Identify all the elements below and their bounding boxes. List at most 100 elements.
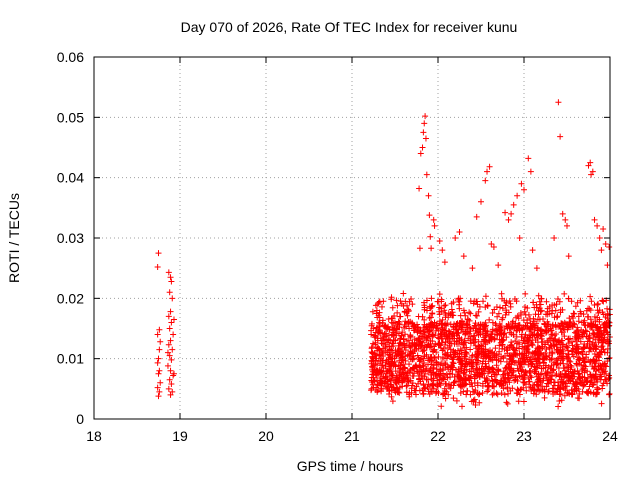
data-point: [389, 304, 396, 311]
data-point: [471, 322, 478, 329]
data-point: [386, 343, 393, 350]
data-point: [460, 370, 467, 377]
data-point: [565, 368, 572, 375]
x-tick-label: 24: [602, 428, 618, 444]
data-point: [496, 348, 503, 355]
data-point: [457, 363, 464, 370]
data-point: [504, 385, 511, 392]
data-point: [154, 331, 161, 338]
data-point: [509, 319, 516, 326]
data-point: [563, 343, 570, 350]
data-point: [480, 298, 487, 305]
data-point: [379, 369, 386, 376]
data-point: [427, 357, 434, 364]
data-point: [532, 311, 539, 318]
data-point: [495, 357, 502, 364]
data-point: [411, 370, 418, 377]
data-point: [486, 316, 493, 323]
data-point: [491, 335, 498, 342]
data-point: [380, 345, 387, 352]
data-point: [464, 388, 471, 395]
data-point: [478, 198, 484, 205]
data-point: [417, 369, 424, 376]
data-point: [389, 372, 396, 379]
data-point: [501, 330, 508, 337]
data-point: [373, 325, 380, 332]
data-point: [422, 135, 429, 142]
data-point: [170, 316, 177, 323]
data-point: [564, 222, 570, 229]
data-point: [534, 327, 541, 334]
data-point: [535, 360, 542, 367]
data-point: [430, 364, 437, 371]
data-point: [375, 319, 382, 326]
data-point: [373, 307, 380, 314]
data-point: [380, 334, 387, 341]
data-point: [434, 381, 441, 388]
data-point: [436, 376, 443, 383]
data-point: [442, 380, 449, 387]
data-point: [443, 352, 450, 359]
data-point: [425, 341, 432, 348]
data-point: [525, 375, 532, 382]
data-point: [549, 350, 556, 357]
data-point: [529, 247, 536, 254]
data-point: [570, 353, 577, 360]
data-point: [524, 356, 531, 363]
data-point: [510, 331, 517, 338]
data-point: [165, 341, 172, 348]
data-point: [549, 385, 556, 392]
data-point: [421, 342, 428, 349]
data-point: [441, 387, 448, 394]
data-point: [393, 351, 400, 358]
data-point: [586, 348, 593, 355]
data-point: [585, 162, 592, 169]
data-point: [566, 390, 573, 397]
data-point: [417, 344, 424, 351]
data-point: [369, 366, 376, 373]
data-point: [393, 372, 400, 379]
data-point: [417, 150, 424, 157]
data-point: [407, 331, 414, 338]
data-point: [534, 354, 541, 361]
data-point: [166, 376, 173, 383]
data-point: [575, 356, 582, 363]
data-point: [588, 171, 595, 178]
data-point: [473, 353, 480, 360]
data-point: [520, 398, 527, 405]
data-point: [516, 362, 523, 369]
y-axis-label: ROTI / TECUs: [6, 193, 22, 283]
data-point: [554, 341, 561, 348]
data-point: [165, 385, 172, 392]
data-point: [594, 378, 601, 385]
data-point: [555, 365, 562, 372]
data-point: [380, 298, 387, 305]
x-tick-label: 19: [172, 428, 188, 444]
data-point: [547, 325, 554, 332]
data-point: [533, 348, 540, 355]
data-point: [586, 345, 593, 352]
data-point: [578, 326, 585, 333]
data-point: [513, 344, 520, 351]
data-point: [600, 225, 607, 232]
data-point: [566, 357, 573, 364]
data-point: [505, 216, 512, 223]
data-point: [411, 336, 418, 343]
data-point: [498, 390, 505, 397]
data-point: [589, 339, 596, 346]
data-point: [580, 383, 587, 390]
data-point: [467, 298, 474, 305]
data-point: [556, 348, 563, 355]
data-point: [406, 325, 413, 332]
data-point: [565, 377, 572, 384]
data-point: [409, 365, 416, 372]
data-point: [495, 262, 502, 269]
data-point: [471, 339, 478, 346]
y-tick-label: 0.02: [57, 290, 84, 306]
x-tick-label: 23: [516, 428, 532, 444]
data-point: [529, 350, 536, 357]
data-point: [506, 297, 513, 304]
data-point: [394, 302, 401, 309]
data-point: [551, 235, 558, 241]
